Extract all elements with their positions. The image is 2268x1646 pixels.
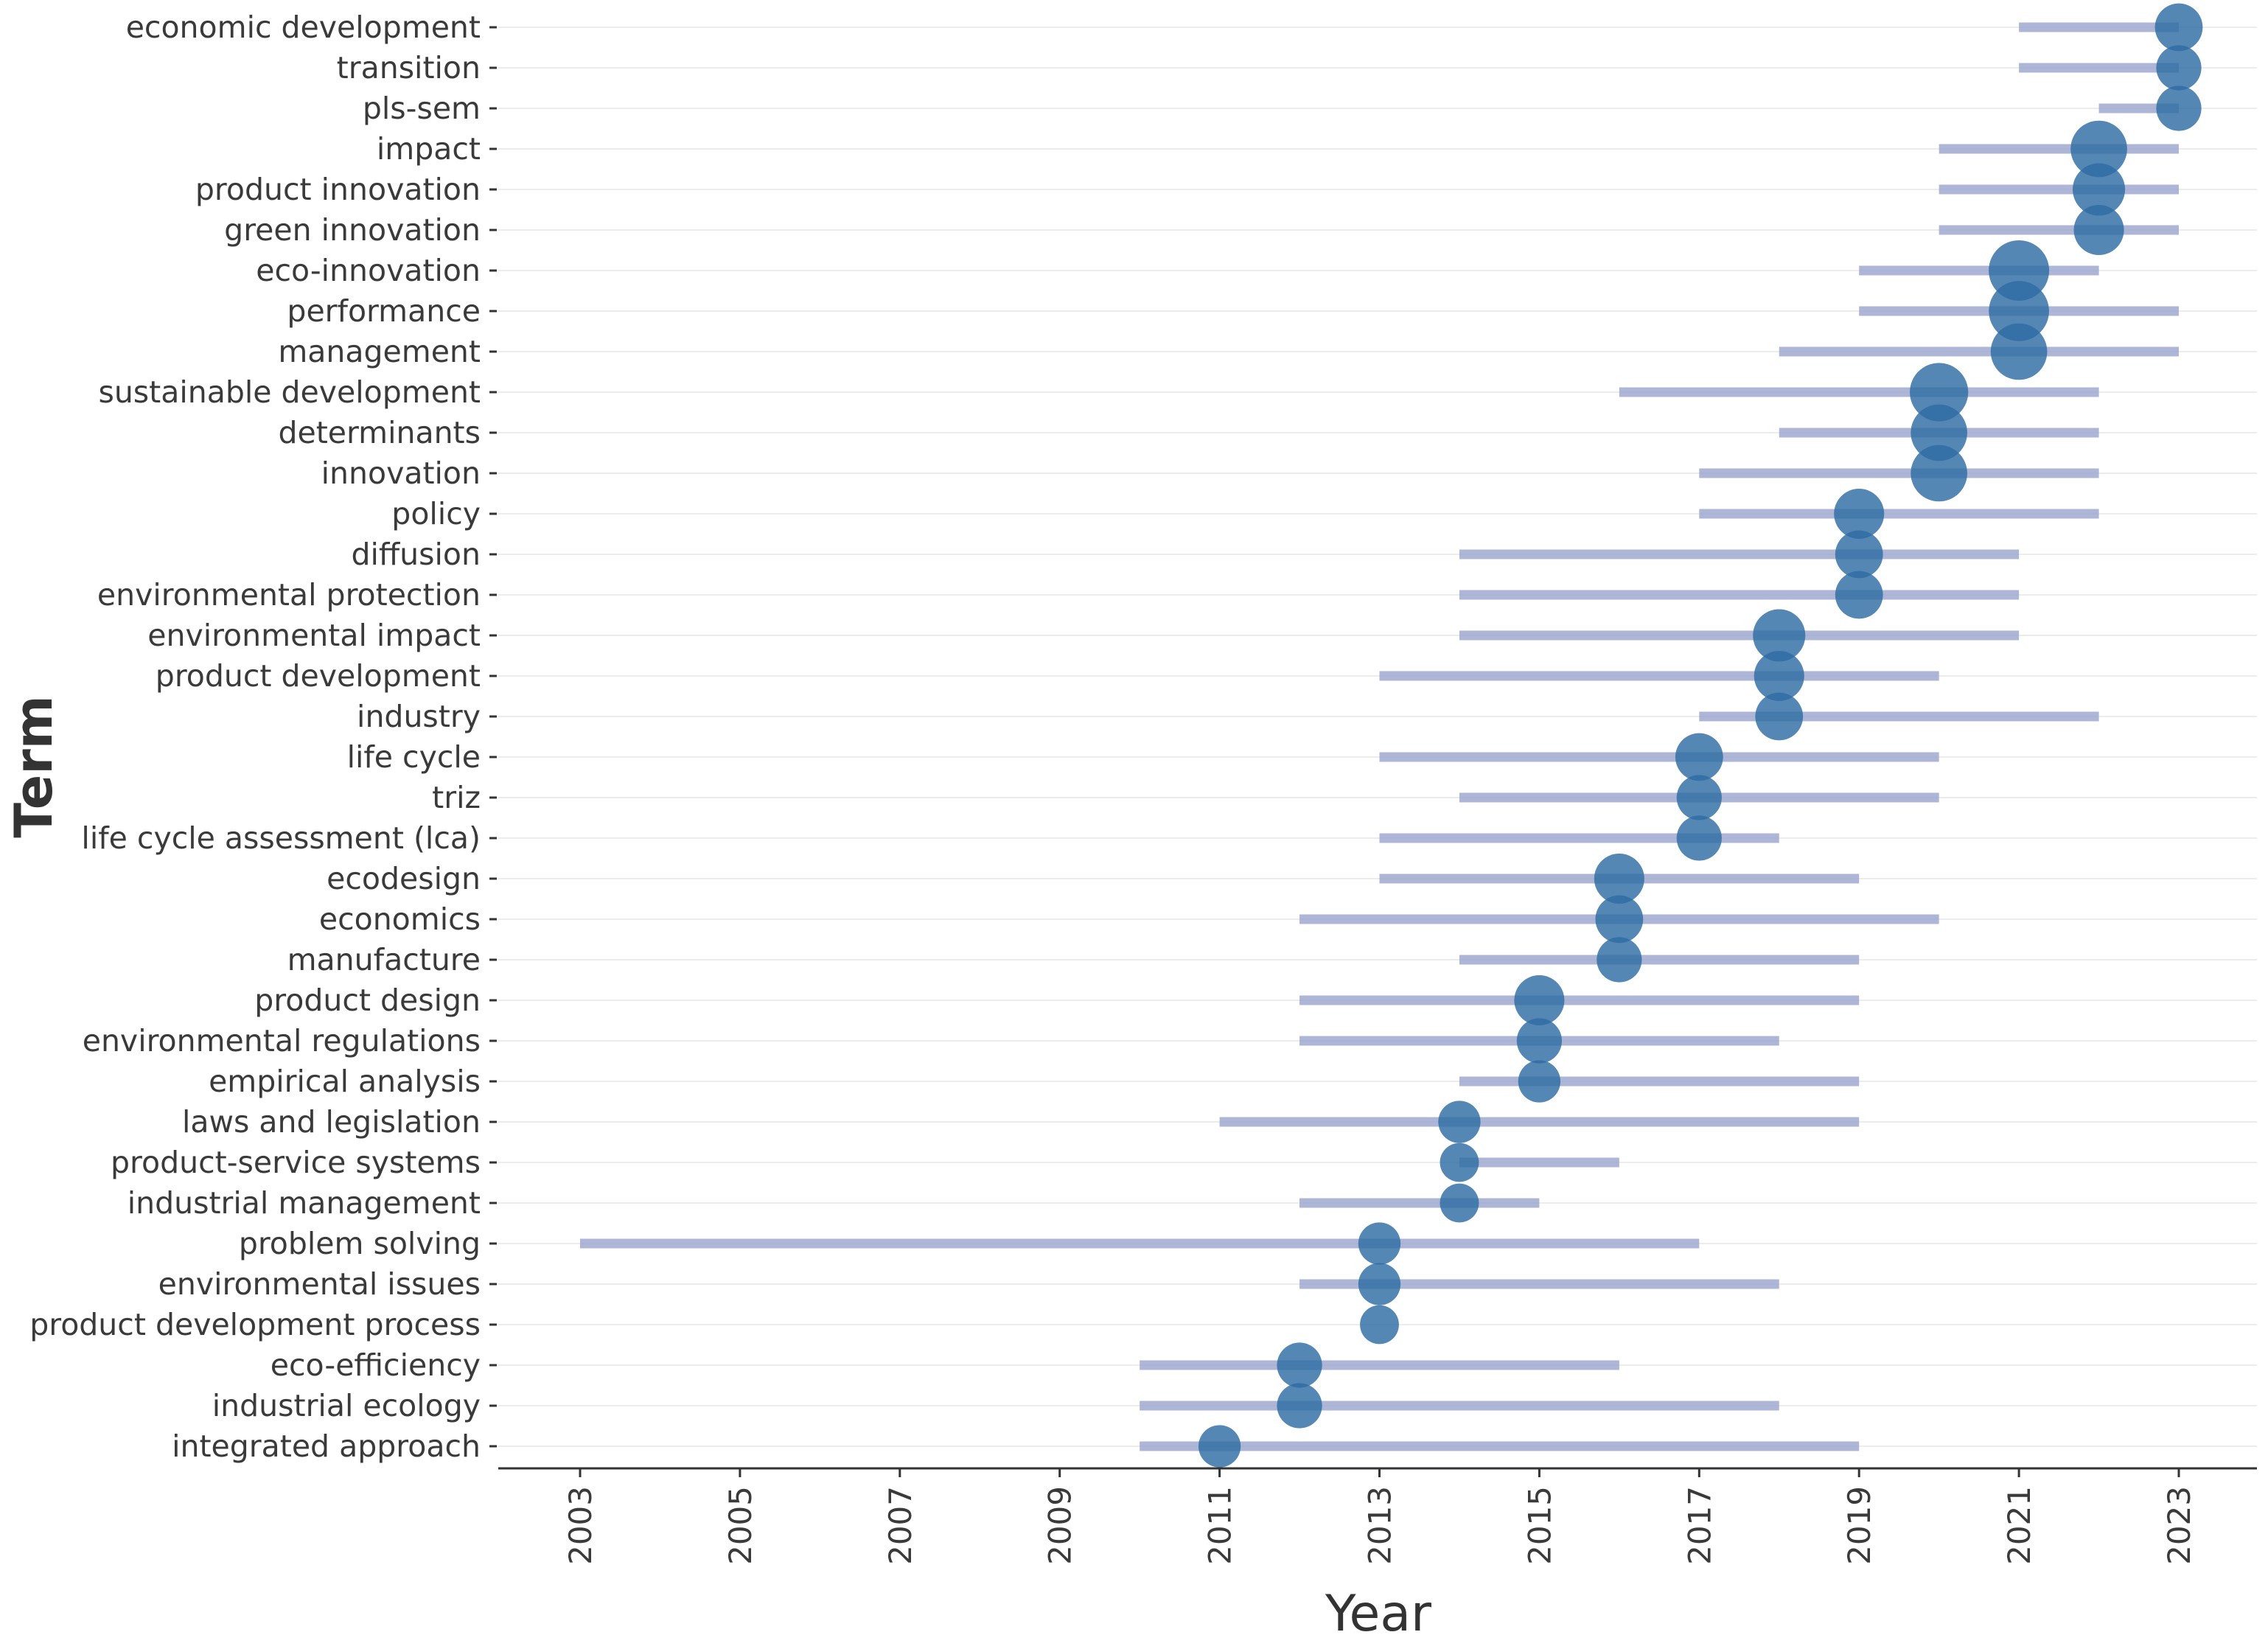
median-point (2073, 163, 2126, 216)
term-label: ecodesign (327, 861, 481, 896)
median-point (1753, 609, 1806, 662)
median-point (1358, 1222, 1401, 1265)
x-tick-label: 2003 (562, 1486, 599, 1565)
term-label: sustainable development (98, 374, 481, 410)
term-label: performance (287, 293, 481, 329)
term-label: product design (254, 983, 481, 1018)
term-label: laws and legislation (182, 1104, 481, 1140)
term-label: product development process (29, 1307, 481, 1342)
term-label: eco-innovation (256, 253, 481, 288)
term-label: industrial ecology (212, 1388, 481, 1423)
x-tick-label: 2007 (882, 1486, 918, 1565)
term-label: green innovation (224, 212, 481, 248)
term-label: triz (432, 780, 481, 815)
term-label: pls-sem (363, 91, 481, 126)
median-point (1597, 937, 1642, 983)
x-tick-label: 2019 (1841, 1486, 1877, 1565)
term-label: transition (337, 50, 481, 86)
term-labels: economic development transition pls-sem imp… (29, 10, 497, 1464)
median-point (2070, 120, 2127, 178)
term-label: determinants (278, 415, 481, 450)
y-axis-title: Term (4, 695, 64, 837)
median-point (1360, 1305, 1399, 1345)
median-point (1754, 650, 1804, 702)
term-label: product innovation (195, 172, 481, 207)
term-label: diffusion (352, 537, 481, 572)
median-point (1516, 1018, 1563, 1064)
term-label: integrated approach (172, 1429, 481, 1464)
median-points (1198, 3, 2203, 1468)
term-label: environmental regulations (83, 1023, 481, 1059)
median-point (2156, 86, 2202, 131)
term-label: impact (377, 131, 481, 167)
median-point (1440, 1143, 1479, 1182)
term-label: innovation (321, 456, 481, 491)
x-axis: 2003 2005 2007 2009 2011 2013 2015 2017 2019 2021… (498, 1467, 2257, 1565)
median-point (1198, 1425, 1241, 1468)
median-point (1911, 404, 1967, 461)
median-point (1676, 815, 1722, 861)
median-point (2156, 45, 2202, 91)
term-label: economic development (126, 10, 481, 45)
median-point (1911, 444, 1967, 502)
term-label: economics (319, 902, 481, 937)
term-label: life cycle (347, 739, 481, 775)
term-label: industrial management (128, 1185, 481, 1221)
median-point (1277, 1342, 1322, 1388)
term-label: eco-efficiency (271, 1347, 481, 1383)
term-label: product development (156, 658, 481, 694)
median-point (1594, 853, 1644, 904)
term-label: environmental impact (147, 618, 481, 653)
term-label: problem solving (239, 1226, 481, 1261)
median-point (1440, 1183, 1479, 1223)
x-tick-label: 2011 (1202, 1486, 1238, 1565)
median-point (1835, 571, 1883, 619)
median-point (1910, 363, 1969, 422)
median-point (1514, 974, 1565, 1026)
median-point (1277, 1383, 1322, 1429)
term-label: industry (357, 699, 481, 734)
term-label: manufacture (287, 942, 481, 977)
x-axis-title: Year (1325, 1585, 1431, 1643)
x-tick-label: 2005 (722, 1486, 758, 1565)
term-label: environmental issues (158, 1266, 481, 1302)
term-label: life cycle assessment (lca) (81, 820, 481, 856)
median-point (1835, 530, 1883, 579)
median-point (1676, 775, 1722, 820)
median-point (1518, 1060, 1561, 1103)
median-point (2154, 3, 2203, 52)
x-tick-label: 2023 (2161, 1486, 2197, 1565)
median-point (1755, 692, 1804, 741)
x-tick-label: 2015 (1521, 1486, 1557, 1565)
term-label: policy (391, 496, 481, 531)
x-tick-label: 2013 (1362, 1486, 1398, 1565)
median-point (1438, 1101, 1481, 1143)
median-point (1990, 323, 2048, 380)
median-point (1834, 488, 1885, 540)
x-tick-label: 2021 (2001, 1486, 2037, 1565)
x-tick-label: 2017 (1681, 1486, 1717, 1565)
median-point (1358, 1263, 1401, 1305)
median-point (1675, 733, 1723, 781)
median-point (1595, 895, 1644, 944)
median-point (2073, 204, 2124, 256)
term-label: empirical analysis (209, 1064, 481, 1099)
term-label: product-service systems (111, 1145, 481, 1180)
x-tick-label: 2009 (1042, 1486, 1078, 1565)
term-label: environmental protection (97, 577, 481, 613)
median-point (1989, 281, 2049, 341)
term-label: management (278, 334, 481, 369)
